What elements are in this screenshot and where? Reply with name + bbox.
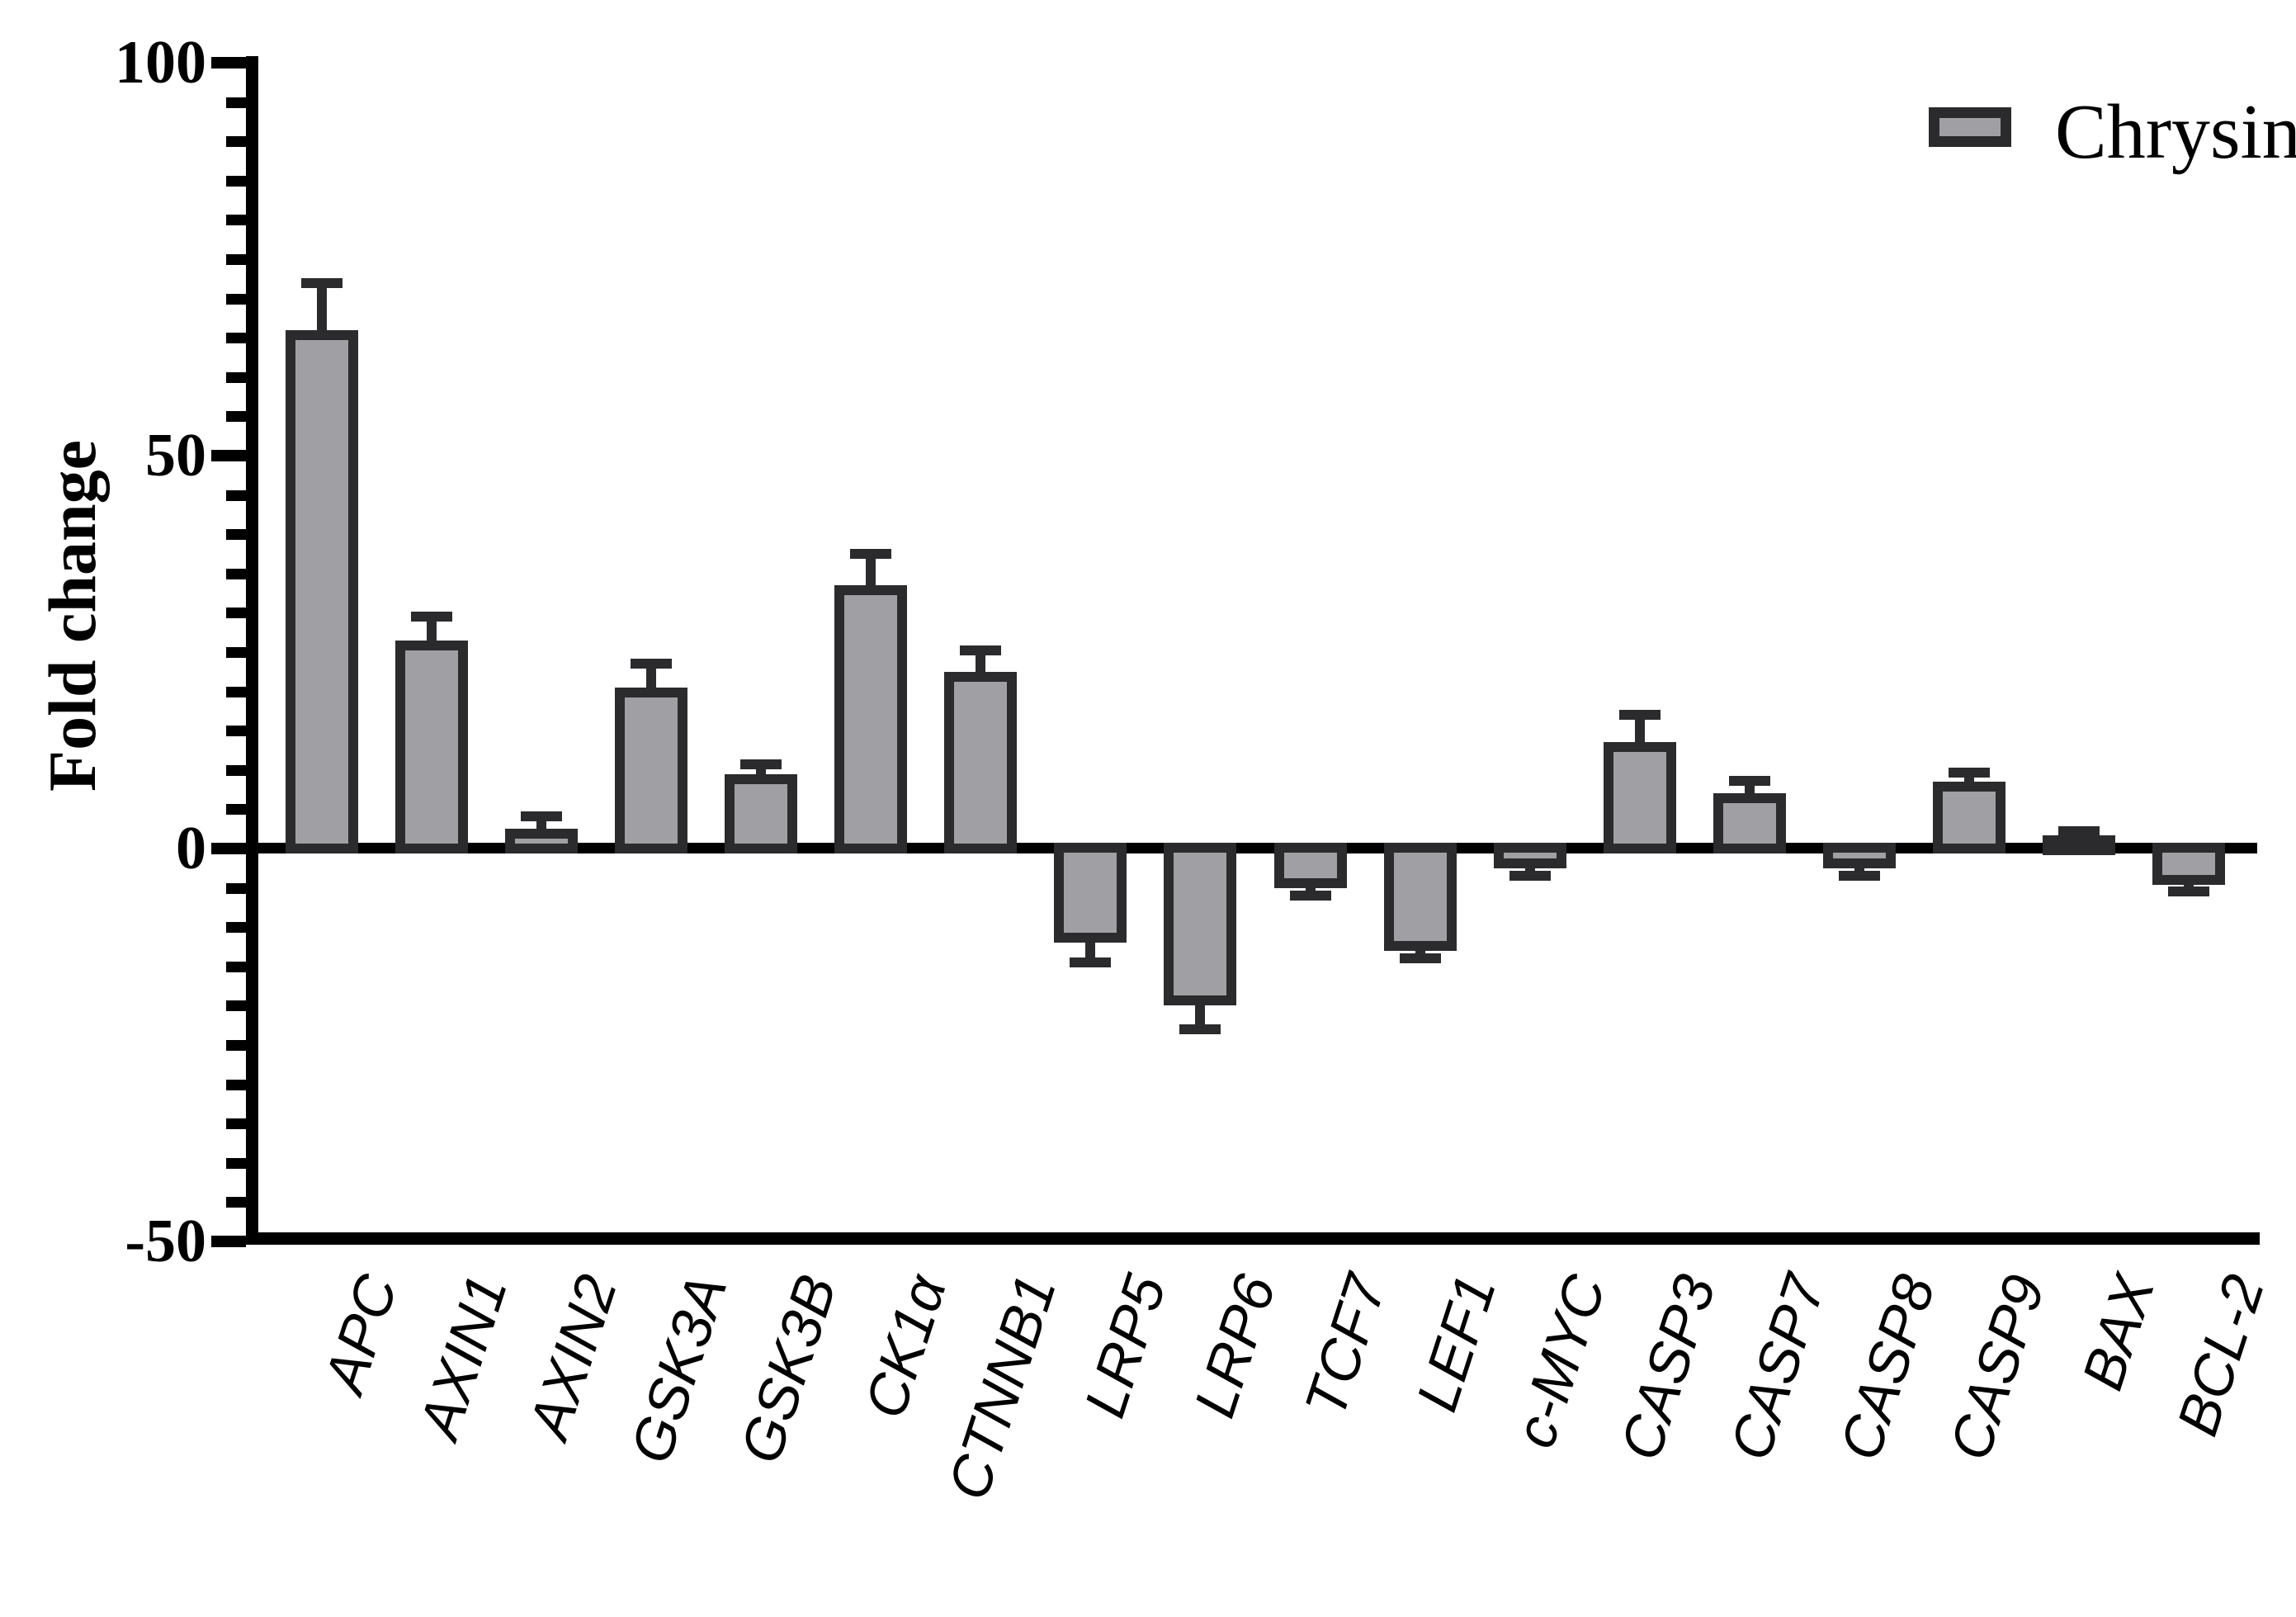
error-bar-cap bbox=[2168, 887, 2210, 897]
y-minor-tick bbox=[226, 647, 246, 658]
bar-c-MYC bbox=[1493, 843, 1566, 868]
y-minor-tick bbox=[226, 726, 246, 737]
y-minor-tick bbox=[226, 333, 246, 344]
y-minor-tick bbox=[226, 961, 246, 972]
y-tick-label: -50 bbox=[125, 1208, 206, 1275]
y-minor-tick bbox=[226, 568, 246, 579]
error-bar-stem bbox=[866, 554, 876, 589]
bar-APC bbox=[286, 329, 358, 853]
error-bar-cap bbox=[1070, 957, 1112, 968]
y-minor-tick bbox=[226, 489, 246, 501]
y-minor-tick bbox=[226, 215, 246, 226]
bar-CASP7 bbox=[1713, 793, 1786, 853]
y-minor-tick bbox=[226, 411, 246, 423]
y-tick-label: 100 bbox=[115, 29, 206, 97]
error-bar-stem bbox=[646, 664, 657, 691]
y-minor-tick bbox=[226, 1000, 246, 1012]
legend-label: Chrysin bbox=[2055, 89, 2296, 175]
y-minor-tick bbox=[226, 529, 246, 541]
bar-LEF1 bbox=[1383, 843, 1457, 951]
error-bar-cap bbox=[1509, 871, 1551, 882]
bar-LRP5 bbox=[1054, 843, 1127, 943]
y-minor-tick bbox=[226, 97, 246, 108]
bar-CASP3 bbox=[1603, 742, 1676, 853]
bar-GSK3A bbox=[615, 687, 688, 853]
y-major-tick bbox=[211, 450, 246, 461]
error-bar-stem bbox=[1634, 715, 1645, 746]
y-major-tick bbox=[211, 57, 246, 69]
y-minor-tick bbox=[226, 804, 246, 816]
error-bar-stem bbox=[976, 650, 986, 675]
y-minor-tick bbox=[226, 175, 246, 187]
legend-swatch bbox=[1929, 107, 2011, 147]
y-axis-line bbox=[246, 56, 258, 1245]
y-major-tick bbox=[211, 1236, 246, 1247]
bar-TCF7 bbox=[1273, 843, 1347, 888]
y-major-tick bbox=[211, 843, 246, 854]
error-bar-stem bbox=[317, 282, 327, 333]
bar-BAX bbox=[2042, 835, 2115, 855]
y-minor-tick bbox=[226, 254, 246, 265]
error-bar-stem bbox=[427, 617, 437, 644]
y-minor-tick bbox=[226, 136, 246, 148]
y-minor-tick bbox=[226, 293, 246, 305]
bar-CK1α bbox=[834, 585, 908, 853]
figure: Fold change Chrysin 100 50 0 -50 APC AXIN1 AXI… bbox=[35, 29, 2296, 1507]
y-minor-tick bbox=[226, 764, 246, 776]
y-minor-tick bbox=[226, 608, 246, 619]
bar-CTNNB1 bbox=[944, 671, 1018, 853]
error-bar-stem bbox=[1195, 1002, 1206, 1029]
error-bar-stem bbox=[536, 816, 547, 833]
error-bar-stem bbox=[1744, 781, 1755, 797]
y-minor-tick bbox=[226, 686, 246, 697]
y-minor-tick bbox=[226, 371, 246, 383]
error-bar-cap bbox=[1399, 953, 1441, 964]
y-minor-tick bbox=[226, 922, 246, 934]
y-minor-tick bbox=[226, 1079, 246, 1090]
y-minor-tick bbox=[226, 882, 246, 894]
bar-CASP8 bbox=[1822, 843, 1896, 868]
error-bar-stem bbox=[2073, 831, 2084, 839]
bar-AXIN2 bbox=[505, 829, 579, 853]
error-bar-cap bbox=[1838, 871, 1880, 882]
bar-LRP6 bbox=[1164, 843, 1237, 1006]
bar-AXIN1 bbox=[395, 640, 469, 853]
y-tick-label: 50 bbox=[145, 422, 206, 489]
error-bar-stem bbox=[1085, 939, 1096, 963]
bar-CASP9 bbox=[1932, 782, 2005, 853]
error-bar-cap bbox=[1179, 1024, 1221, 1034]
y-tick-label: 0 bbox=[176, 815, 206, 882]
y-minor-tick bbox=[226, 1040, 246, 1051]
error-bar-cap bbox=[1289, 891, 1331, 901]
y-minor-tick bbox=[226, 1118, 246, 1130]
y-minor-tick bbox=[226, 1157, 246, 1169]
plot-area: 100 50 0 -50 APC AXIN1 AXIN2 GSK3A GSK3B CK1α CTNN… bbox=[115, 29, 2276, 1507]
x-axis-line bbox=[246, 1232, 2260, 1245]
bar-BCL-2 bbox=[2152, 843, 2226, 885]
y-minor-tick bbox=[226, 1197, 246, 1208]
bar-GSK3B bbox=[725, 773, 798, 853]
